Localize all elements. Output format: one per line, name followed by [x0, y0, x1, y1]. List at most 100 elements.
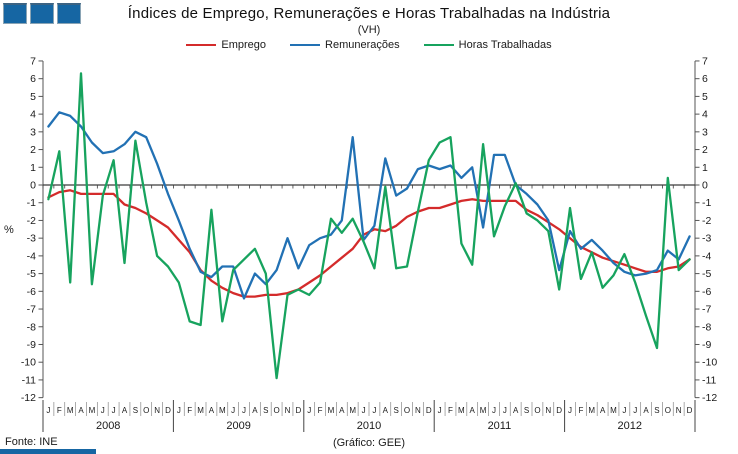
month-label: F	[448, 406, 453, 415]
y-tick-label-right: 0	[702, 180, 708, 192]
month-label: J	[46, 406, 50, 415]
series-line-remunerações	[47, 111, 691, 300]
y-tick-label-left: 1	[30, 162, 36, 174]
year-label: 2008	[96, 420, 120, 432]
legend-label: Emprego	[221, 39, 267, 51]
y-tick-label-right: -9	[702, 339, 711, 351]
year-label: 2009	[226, 420, 250, 432]
y-tick-label-left: -12	[21, 392, 36, 404]
month-label: O	[143, 406, 149, 415]
month-label: J	[231, 406, 235, 415]
chart-title: Índices de Emprego, Remunerações e Horas…	[127, 5, 611, 22]
legend-item-horas: Horas Trabalhadas	[423, 39, 552, 51]
logo-square-icon	[30, 3, 54, 24]
month-label: A	[383, 406, 389, 415]
month-label: A	[470, 406, 476, 415]
month-label: D	[556, 406, 562, 415]
y-tick-label-left: -6	[27, 286, 36, 298]
month-label: A	[122, 406, 128, 415]
legend-swatch	[186, 43, 217, 47]
y-tick-label-right: 7	[702, 55, 708, 67]
legend: Emprego Remunerações Horas Trabalhadas	[0, 39, 738, 51]
source-note: Fonte: INE	[5, 436, 58, 448]
legend-item-remuneracoes: Remunerações	[290, 39, 400, 51]
month-label: N	[676, 406, 682, 415]
y-tick-label-left: -3	[27, 233, 36, 245]
year-label: 2010	[357, 420, 381, 432]
month-label: F	[187, 406, 192, 415]
month-label: O	[534, 406, 540, 415]
y-tick-label-right: -6	[702, 286, 711, 298]
legend-swatch	[423, 43, 454, 47]
y-tick-label-left: 4	[30, 109, 36, 121]
y-tick-label-right: -3	[702, 233, 711, 245]
logo	[3, 3, 81, 24]
month-label: M	[588, 406, 595, 415]
y-tick-label-right: -4	[702, 250, 711, 262]
y-tick-label-left: -9	[27, 339, 36, 351]
legend-label: Horas Trabalhadas	[458, 39, 552, 51]
legend-swatch	[290, 43, 321, 47]
y-tick-label-right: -7	[702, 304, 711, 316]
month-label: A	[339, 406, 345, 415]
month-label: M	[349, 406, 356, 415]
y-tick-label-left: -5	[27, 268, 36, 280]
month-label: D	[295, 406, 301, 415]
month-label: J	[177, 406, 181, 415]
month-label: A	[513, 406, 519, 415]
month-label: M	[67, 406, 74, 415]
y-tick-label-left: -8	[27, 321, 36, 333]
y-tick-label-right: -1	[702, 197, 711, 209]
credit-note: (Gráfico: GEE)	[332, 437, 406, 449]
month-label: N	[545, 406, 551, 415]
series-line-horas-trabalhadas	[47, 72, 691, 380]
y-tick-label-left: 7	[30, 55, 36, 67]
y-tick-label-left: -2	[27, 215, 36, 227]
month-label: A	[78, 406, 84, 415]
y-tick-label-left: 2	[30, 144, 36, 156]
month-label: S	[393, 406, 398, 415]
month-label: A	[600, 406, 606, 415]
logo-square-icon	[3, 3, 27, 24]
month-label: M	[197, 406, 204, 415]
legend-label: Remunerações	[325, 39, 400, 51]
y-tick-label-right: 1	[702, 162, 708, 174]
y-tick-label-left: 5	[30, 91, 36, 103]
y-tick-label-left: -10	[21, 357, 36, 369]
logo-square-icon	[57, 3, 81, 24]
legend-item-emprego: Emprego	[186, 39, 266, 51]
y-tick-label-right: -11	[702, 374, 717, 386]
y-tick-label-right: 6	[702, 73, 708, 85]
y-tick-label-left: 3	[30, 126, 36, 138]
month-label: F	[578, 406, 583, 415]
year-label: 2012	[618, 420, 642, 432]
year-label: 2011	[488, 420, 512, 432]
month-label: O	[404, 406, 410, 415]
month-label: O	[274, 406, 280, 415]
bottom-bar	[0, 449, 96, 454]
month-label: D	[426, 406, 432, 415]
month-label: S	[654, 406, 659, 415]
month-label: N	[415, 406, 421, 415]
month-label: N	[285, 406, 291, 415]
month-label: M	[328, 406, 335, 415]
month-label: N	[154, 406, 160, 415]
chart-subtitle: (VH)	[357, 24, 381, 36]
month-label: J	[633, 406, 637, 415]
month-label: D	[165, 406, 171, 415]
month-label: J	[568, 406, 572, 415]
y-tick-label-left: 6	[30, 73, 36, 85]
y-tick-label-left: -7	[27, 304, 36, 316]
month-label: S	[524, 406, 529, 415]
month-label: J	[622, 406, 626, 415]
month-label: M	[610, 406, 617, 415]
y-axis-unit-label: %	[4, 224, 14, 236]
y-tick-label-right: -10	[702, 357, 717, 369]
month-label: J	[438, 406, 442, 415]
y-tick-label-right: 5	[702, 91, 708, 103]
y-tick-label-right: -12	[702, 392, 717, 404]
month-label: J	[307, 406, 311, 415]
month-label: J	[372, 406, 376, 415]
